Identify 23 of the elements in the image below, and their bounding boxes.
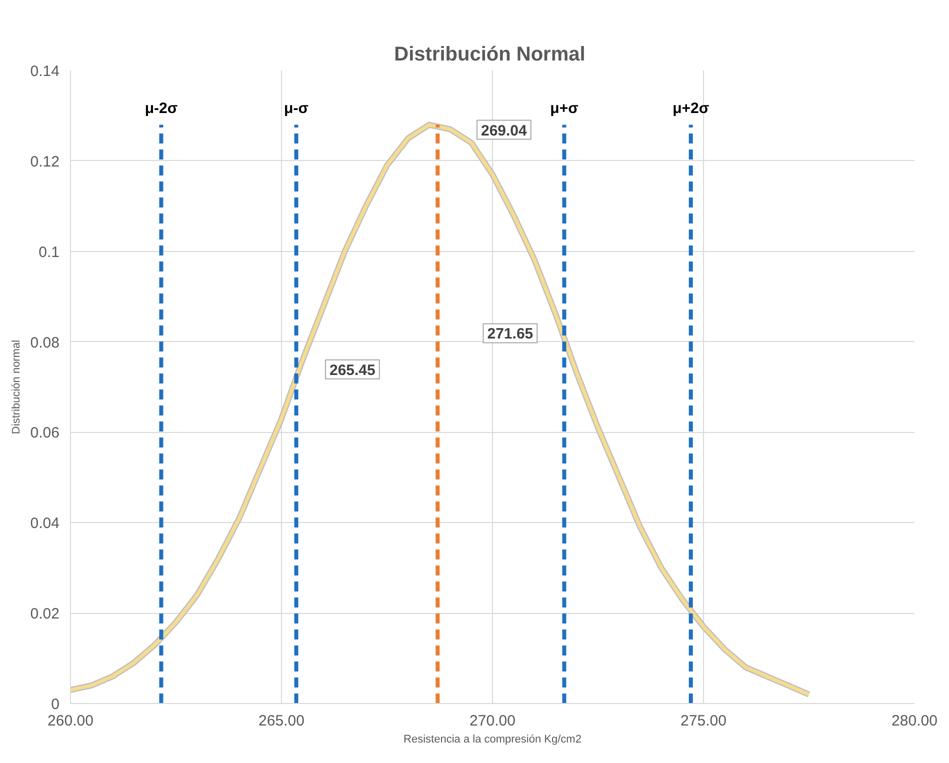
annotation: 269.04 [480, 122, 528, 140]
y-tick-label: 0.06 [30, 424, 60, 442]
ref-line-label: μ-σ [284, 100, 308, 117]
y-tick-label: 0.1 [38, 244, 60, 261]
x-tick-label: 280.00 [892, 712, 938, 730]
chart-title: Distribución Normal [394, 44, 586, 66]
x-tick-label: 275.00 [680, 712, 726, 730]
annotation: 265.45 [329, 362, 376, 379]
x-tick-label: 260.00 [48, 712, 94, 730]
y-axis-title: Distribución normal [10, 340, 22, 434]
annotation: 271.65 [487, 326, 534, 343]
ref-line-label: μ+2σ [672, 100, 710, 117]
x-tick-label: 270.00 [470, 712, 516, 730]
y-tick-label: 0 [51, 696, 60, 713]
x-axis-title: Resistencia a la compresión Kg/cm2 [404, 734, 582, 746]
y-tick-label: 0.02 [30, 606, 60, 623]
y-tick-label: 0.04 [30, 515, 60, 532]
y-tick-label: 0.08 [30, 334, 60, 352]
y-tick-label: 0.14 [30, 63, 60, 80]
ref-line-label: μ+σ [550, 100, 578, 117]
y-tick-label: 0.12 [30, 153, 60, 170]
ref-line-label: μ-2σ [144, 100, 178, 117]
x-tick-label: 265.00 [258, 712, 304, 730]
